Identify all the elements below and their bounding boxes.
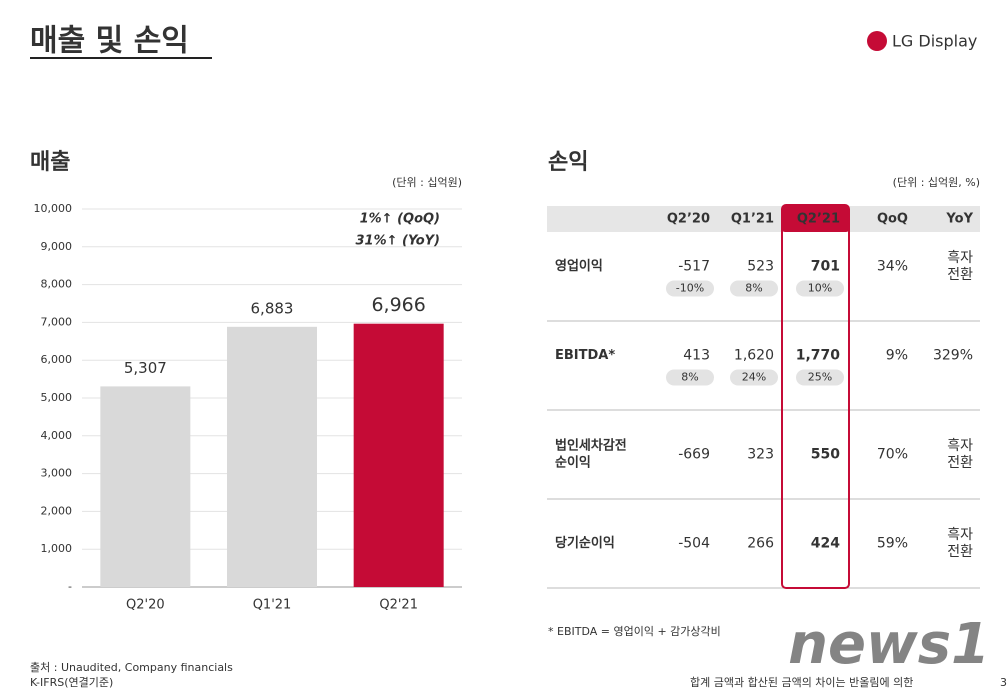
bottom-note: 합계 금액과 합산된 금액의 차이는 반올림에 의한 (690, 676, 913, 689)
row-label: 순이익 (555, 455, 591, 471)
bar (227, 326, 317, 587)
y-tick-label: 4,000 (41, 429, 73, 442)
annotation: 31%↑ (YoY) (356, 234, 441, 249)
y-tick-label: 9,000 (41, 240, 73, 253)
chart-title: 매출 (30, 150, 70, 175)
margin-label: 10% (808, 282, 832, 295)
cell: 흑자 (947, 249, 973, 266)
annotation: 1%↑ (QoQ) (360, 212, 440, 227)
cell: 9% (886, 348, 908, 364)
cell: 전환 (947, 455, 973, 471)
watermark: news1 (788, 612, 990, 677)
y-tick-label: 10,000 (34, 202, 73, 215)
y-tick-label: 3,000 (41, 467, 73, 480)
margin-pill (666, 369, 714, 386)
y-tick-label: 8,000 (41, 278, 73, 291)
row-label: EBITDA* (555, 348, 615, 363)
column-header: Q2’21 (797, 212, 840, 227)
cell: 550 (811, 447, 840, 463)
row-label: 법인세차감전 (555, 438, 627, 454)
x-tick-label: Q1'21 (253, 598, 292, 613)
column-header: YoY (945, 212, 973, 227)
cell: 전환 (947, 267, 973, 283)
cell: -669 (678, 447, 710, 463)
table-title: 손익 (548, 150, 588, 175)
value-label: 6,883 (251, 299, 294, 317)
y-tick-label: 6,000 (41, 353, 73, 366)
cell: 전환 (947, 544, 973, 560)
margin-label: 25% (808, 371, 832, 384)
cell: 59% (877, 536, 908, 552)
column-header: Q1’21 (731, 212, 774, 227)
cell: 흑자 (947, 437, 973, 454)
table-header-bg (547, 206, 980, 232)
row-label: 당기순이익 (555, 535, 615, 551)
margin-pill (730, 280, 778, 297)
source: 출처 : Unaudited, Company financials (30, 661, 233, 674)
cell: 523 (747, 259, 774, 275)
cell: 329% (933, 348, 973, 364)
source: K-IFRS(연결기준) (30, 676, 113, 689)
cell: 34% (877, 259, 908, 275)
x-tick-label: Q2'20 (126, 598, 165, 613)
y-tick-label: - (68, 580, 72, 593)
margin-pill (730, 369, 778, 386)
logo-mark (867, 31, 887, 51)
cell: -504 (678, 536, 710, 552)
margin-pill (666, 280, 714, 297)
value-label: 6,966 (371, 294, 425, 316)
bar (353, 323, 444, 587)
cell: 413 (683, 348, 710, 364)
x-tick-label: Q2'21 (379, 598, 418, 613)
cell: 1,620 (734, 348, 774, 364)
value-label: 5,307 (124, 359, 167, 377)
logo: LG Display (892, 32, 977, 51)
cell: 70% (877, 447, 908, 463)
unit-note: (단위 : 십억원, %) (893, 176, 980, 189)
cell: 323 (747, 447, 774, 463)
cell: 1,770 (796, 348, 841, 364)
highlight-header (782, 205, 849, 232)
footnote: * EBITDA = 영업이익 + 감가상각비 (548, 625, 721, 638)
margin-label: 8% (745, 282, 762, 295)
margin-pill (796, 369, 844, 386)
column-header: Q2’20 (667, 212, 710, 227)
y-tick-label: 7,000 (41, 315, 73, 328)
row-label: 영업이익 (555, 258, 603, 274)
margin-label: -10% (676, 282, 704, 295)
cell: 424 (811, 536, 840, 552)
margin-pill (796, 280, 844, 297)
margin-label: 8% (681, 371, 698, 384)
cell: 266 (747, 536, 774, 552)
y-tick-label: 5,000 (41, 391, 73, 404)
cell: 701 (811, 259, 840, 275)
cell: 흑자 (947, 526, 973, 543)
cell: -517 (678, 259, 710, 275)
page-number: 3 (1000, 676, 1007, 689)
y-tick-label: 1,000 (41, 542, 73, 555)
unit-note: (단위 : 십억원) (392, 176, 462, 189)
y-tick-label: 2,000 (41, 504, 73, 517)
margin-label: 24% (742, 371, 766, 384)
column-header: QoQ (877, 212, 908, 227)
bar (100, 386, 191, 587)
slide-title: 매출 및 손익 (30, 24, 189, 59)
